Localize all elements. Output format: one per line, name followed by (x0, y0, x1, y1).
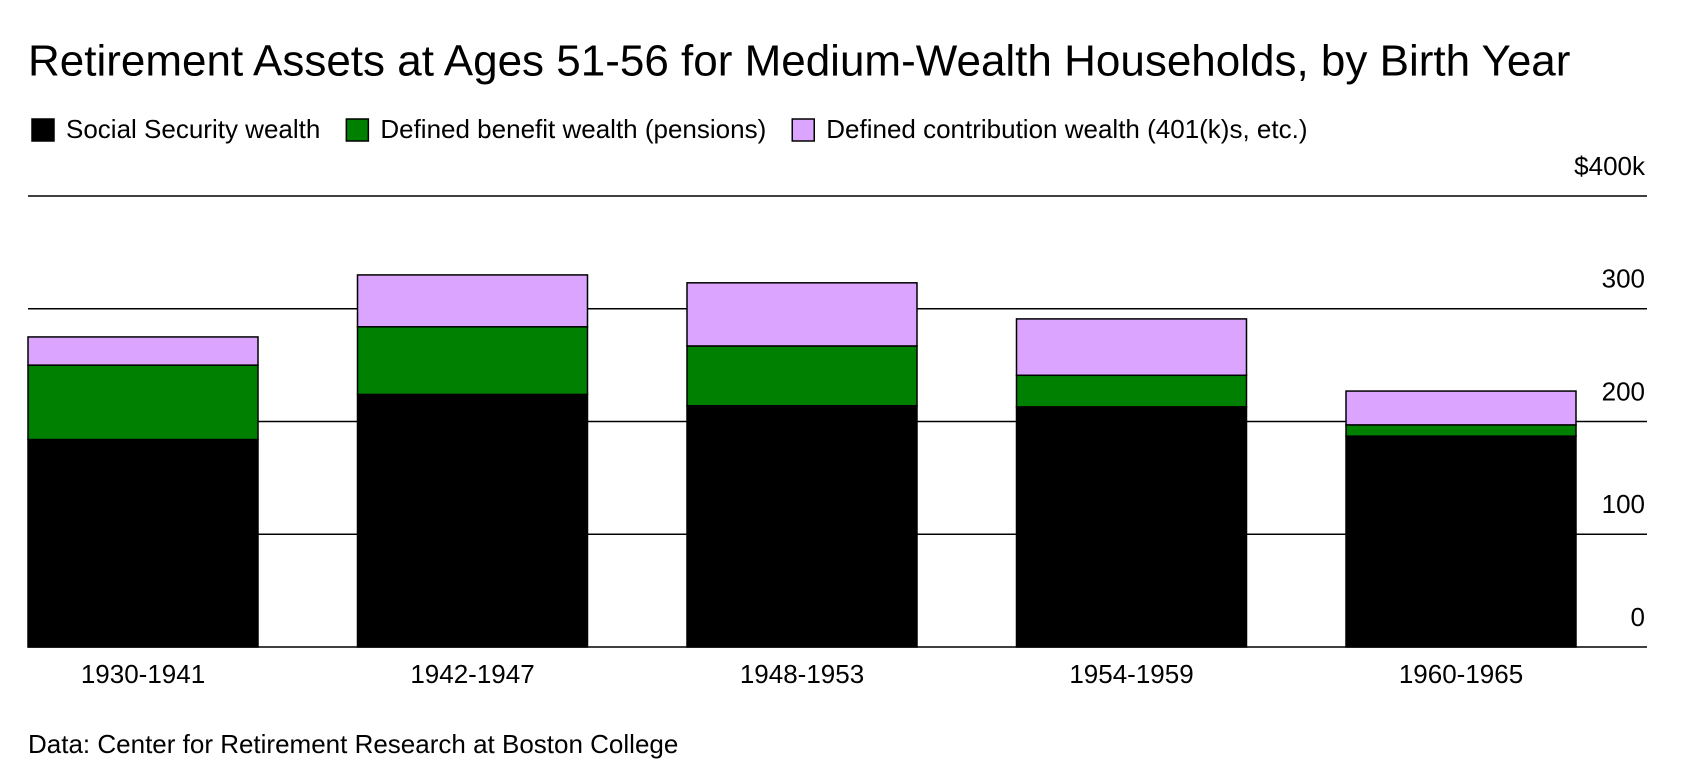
bar-segment (356, 326, 589, 396)
bar-segment (1345, 390, 1577, 426)
bar-segment (27, 336, 259, 366)
source-note: Data: Center for Retirement Research at … (28, 729, 678, 759)
y-tick-label: 100 (1602, 489, 1645, 519)
bar-segment (1345, 424, 1577, 437)
y-tick-label: $400k (1574, 151, 1646, 181)
x-tick-label: 1930-1941 (81, 659, 205, 689)
legend-swatch (791, 118, 815, 142)
x-tick-label: 1942-1947 (410, 659, 534, 689)
x-tick-label: 1960-1965 (1399, 659, 1523, 689)
legend-label: Defined benefit wealth (pensions) (380, 114, 766, 144)
y-tick-label: 300 (1602, 264, 1645, 294)
bar-segment (686, 282, 918, 347)
bar-segment (356, 393, 589, 648)
y-tick-label: 0 (1631, 602, 1645, 632)
bar-segment (686, 345, 918, 407)
legend-label: Defined contribution wealth (401(k)s, et… (826, 114, 1307, 144)
x-tick-label: 1954-1959 (1069, 659, 1193, 689)
legend-label: Social Security wealth (66, 114, 320, 144)
x-tick-label: 1948-1953 (740, 659, 864, 689)
bar-segment (686, 404, 918, 648)
chart-title: Retirement Assets at Ages 51-56 for Medi… (28, 37, 1570, 86)
bars: 1930-1941 1942-1947 1948-1953 1954-1959 1960… (27, 274, 1577, 689)
y-tick-label: 200 (1602, 376, 1645, 406)
bar-segment (27, 364, 259, 441)
bar-segment (1015, 318, 1248, 377)
legend-swatch (345, 118, 370, 142)
bar-segment (1015, 374, 1248, 408)
legend-swatch (31, 118, 55, 142)
legend: Social Security wealth Defined benefit we… (31, 114, 1307, 144)
bar-segment (27, 438, 259, 648)
bar-segment (1015, 406, 1248, 648)
bar-segment (1345, 435, 1577, 648)
bar-segment (356, 274, 589, 328)
